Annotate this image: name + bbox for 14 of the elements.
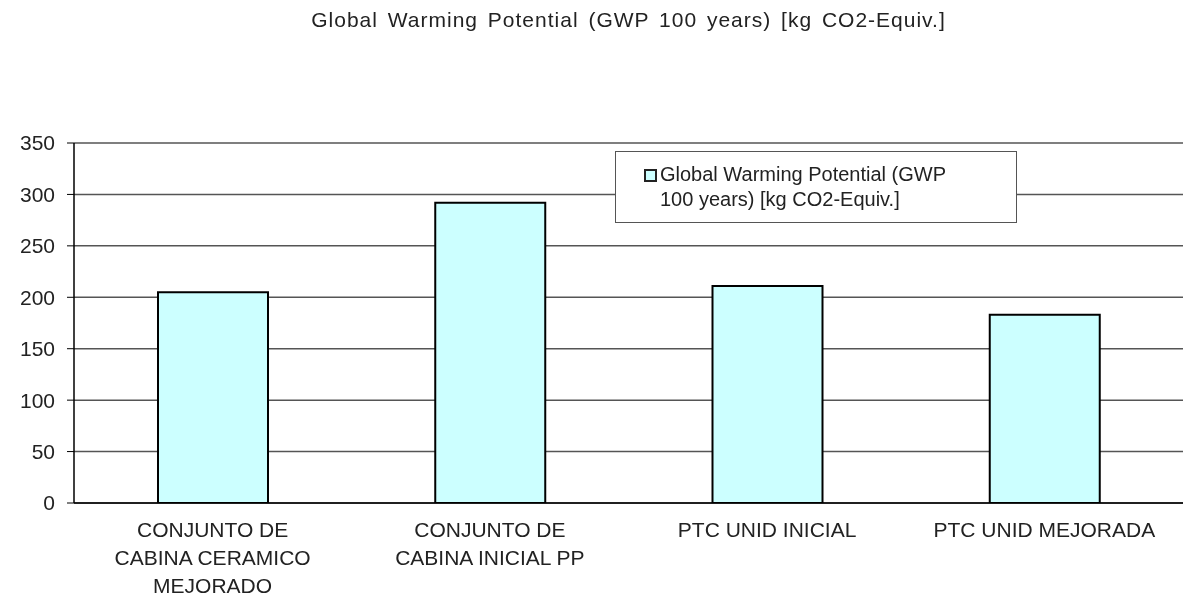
y-tick-label: 100 bbox=[19, 388, 55, 412]
x-tick-label: CONJUNTO DE CABINA INICIAL PP bbox=[395, 518, 585, 570]
y-tick-label: 0 bbox=[43, 491, 55, 515]
x-tick-label: PTC UNID MEJORADA bbox=[933, 518, 1156, 542]
x-tick-label: CONJUNTO DE CABINA CERAMICO MEJORADO bbox=[114, 518, 311, 598]
y-tick-label: 200 bbox=[19, 285, 55, 309]
chart-title: Global Warming Potential (GWP 100 years) [kg CO2-Equiv.] bbox=[310, 8, 947, 32]
y-tick-label: 150 bbox=[19, 337, 55, 361]
y-tick-label: 50 bbox=[31, 440, 55, 464]
legend-label: Global Warming Potential (GWP 100 years) [kg CO2-Equiv.] bbox=[660, 162, 947, 212]
y-tick-label: 300 bbox=[19, 182, 55, 206]
x-tick-label: PTC UNID INICIAL bbox=[677, 518, 857, 542]
y-tick-label: 350 bbox=[19, 131, 55, 155]
y-tick-label: 250 bbox=[19, 234, 55, 258]
